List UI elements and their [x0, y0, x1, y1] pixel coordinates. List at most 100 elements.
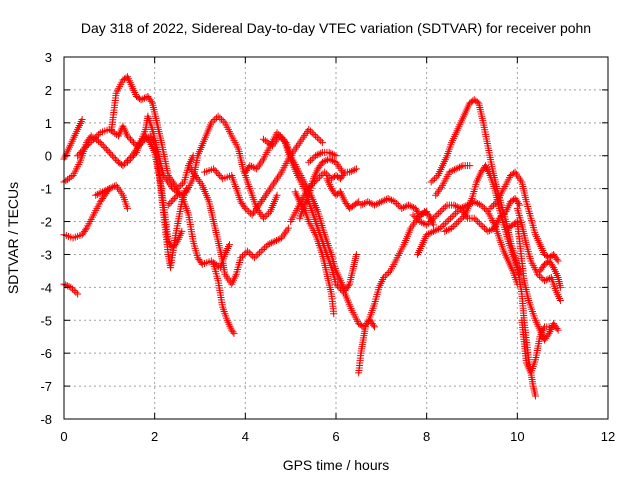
data-point — [376, 199, 384, 207]
x-tick-label: 2 — [151, 429, 158, 444]
data-point — [431, 213, 439, 221]
data-point — [263, 211, 271, 219]
data-point — [239, 252, 246, 260]
data-point — [330, 151, 338, 159]
data-point — [261, 137, 269, 145]
data-point — [548, 262, 556, 270]
y-tick-label: -5 — [40, 313, 52, 328]
series-arc-20 — [355, 323, 369, 377]
data-point — [265, 209, 273, 217]
data-point — [214, 112, 222, 120]
y-tick-label: 0 — [45, 149, 52, 164]
data-point — [263, 138, 271, 146]
data-point — [259, 214, 267, 222]
data-point — [317, 137, 325, 145]
data-point — [436, 224, 444, 232]
data-point — [123, 204, 131, 212]
data-point — [117, 161, 125, 169]
data-point — [245, 208, 253, 216]
data-point — [474, 199, 482, 207]
data-point — [237, 254, 245, 262]
data-point — [364, 198, 372, 206]
data-point — [431, 175, 439, 183]
data-point — [450, 211, 458, 219]
data-point — [101, 144, 109, 151]
data-point — [353, 199, 361, 207]
data-point — [254, 250, 262, 258]
data-point — [123, 158, 131, 166]
data-point — [267, 239, 275, 247]
data-point — [105, 185, 113, 193]
series-arc-14 — [259, 132, 360, 295]
data-point — [477, 221, 485, 229]
data-point — [313, 151, 321, 159]
data-point — [95, 190, 103, 198]
data-point — [322, 157, 330, 165]
data-point — [399, 204, 407, 212]
data-point — [321, 168, 329, 176]
data-point — [426, 218, 434, 226]
data-point — [408, 203, 416, 211]
series-arc-17 — [305, 148, 340, 166]
data-point — [315, 135, 323, 143]
data-point — [305, 158, 313, 166]
data-point — [330, 310, 338, 318]
data-point — [477, 201, 485, 209]
series-arc-19 — [291, 188, 338, 318]
data-point — [318, 139, 326, 147]
data-point — [256, 249, 263, 257]
data-point — [358, 322, 366, 330]
data-point — [91, 134, 99, 142]
data-point — [374, 199, 382, 207]
y-tick-label: -8 — [40, 412, 52, 427]
data-point — [556, 297, 564, 305]
data-point — [213, 168, 221, 176]
data-point — [326, 173, 334, 181]
data-point — [80, 145, 88, 153]
data-point — [329, 157, 337, 165]
data-point — [225, 241, 233, 249]
data-point — [240, 250, 248, 258]
data-point — [436, 208, 444, 216]
data-point — [431, 227, 439, 235]
data-point — [147, 97, 155, 105]
data-point — [299, 203, 307, 211]
data-point — [72, 288, 80, 296]
data-point — [78, 147, 86, 155]
data-point — [273, 236, 280, 244]
data-point — [107, 150, 115, 158]
data-point — [308, 129, 316, 137]
data-point — [457, 204, 465, 212]
data-point — [93, 132, 101, 140]
data-point — [102, 186, 110, 194]
data-point — [130, 139, 138, 147]
data-point — [74, 152, 82, 160]
data-point — [371, 201, 379, 209]
data-point — [214, 170, 222, 178]
y-tick-label: -7 — [40, 379, 52, 394]
data-point — [172, 193, 180, 201]
data-point — [111, 155, 119, 163]
data-point — [248, 162, 256, 170]
data-point — [433, 211, 441, 219]
data-point — [312, 132, 320, 140]
data-point — [453, 219, 461, 227]
data-point — [307, 127, 314, 135]
data-point — [107, 184, 115, 192]
data-point — [207, 119, 215, 127]
chart-title: Day 318 of 2022, Sidereal Day-to-day VTE… — [81, 20, 591, 36]
data-point — [443, 227, 450, 235]
data-point — [110, 182, 118, 190]
data-point — [544, 275, 552, 283]
data-point — [391, 198, 399, 206]
data-point — [445, 216, 453, 224]
data-point — [123, 132, 131, 140]
data-point — [265, 139, 273, 147]
data-point — [211, 167, 219, 175]
data-point — [105, 148, 113, 156]
data-point — [553, 325, 561, 332]
data-point — [480, 224, 488, 232]
data-point — [92, 191, 100, 199]
data-point — [416, 218, 424, 226]
data-point — [384, 195, 392, 203]
